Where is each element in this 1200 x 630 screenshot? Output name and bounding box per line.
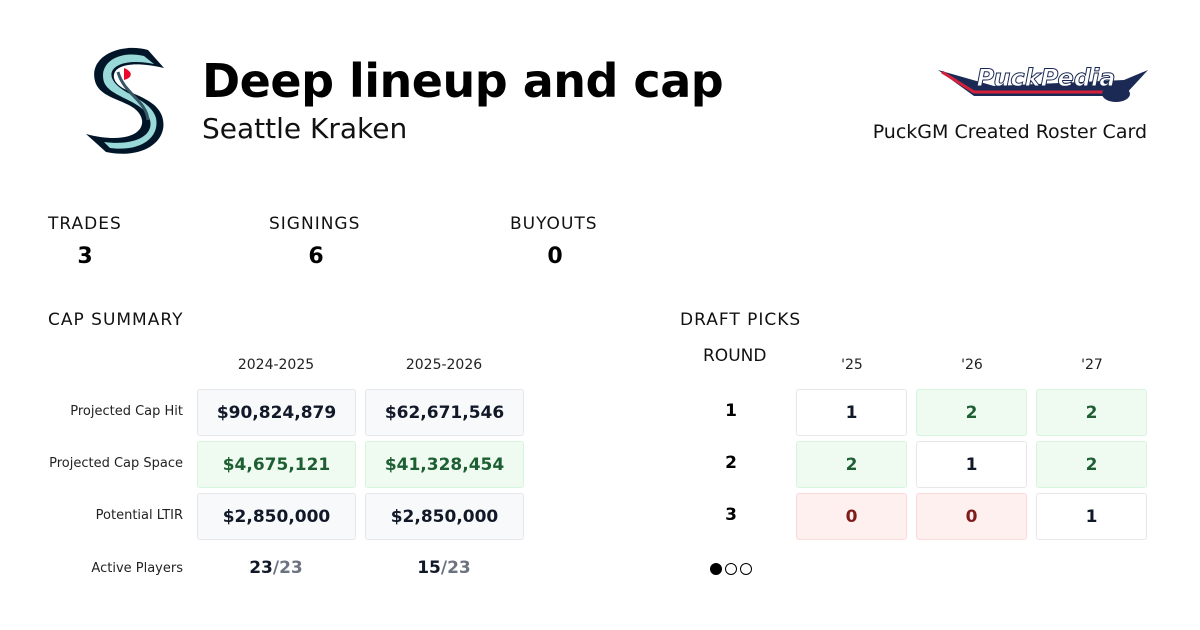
active-max: /23 xyxy=(440,558,471,578)
active-count: 15 xyxy=(417,558,441,578)
draft-pick-cell: 0 xyxy=(916,493,1027,540)
row-label: Active Players xyxy=(91,561,183,576)
credit-text: PuckGM Created Roster Card xyxy=(872,121,1147,143)
round-number: 2 xyxy=(725,453,737,473)
cap-hit-2025: $62,671,546 xyxy=(365,389,524,436)
draft-pick-cell: 2 xyxy=(1036,441,1147,488)
row-label: Potential LTIR xyxy=(95,508,183,523)
ltir-2024: $2,850,000 xyxy=(197,493,356,540)
row-label: Projected Cap Hit xyxy=(70,404,183,419)
draft-pick-cell: 2 xyxy=(916,389,1027,436)
page-title: Deep lineup and cap xyxy=(202,54,724,108)
draft-picks-title: DRAFT PICKS xyxy=(680,310,802,330)
stat-label: BUYOUTS xyxy=(510,214,598,234)
draft-pick-cell: 1 xyxy=(916,441,1027,488)
stat-label: TRADES xyxy=(48,214,122,234)
team-name: Seattle Kraken xyxy=(202,112,408,145)
cap-space-2024: $4,675,121 xyxy=(197,441,356,488)
stat-value: 3 xyxy=(77,244,93,269)
season-header: 2025-2026 xyxy=(405,357,483,373)
draft-pick-cell: 2 xyxy=(796,441,907,488)
season-header: 2024-2025 xyxy=(237,357,315,373)
draft-pick-cell: 0 xyxy=(796,493,907,540)
svg-text:PuckPedia: PuckPedia xyxy=(977,64,1116,92)
active-players-2024: 23/23 xyxy=(196,558,356,578)
year-header: '27 xyxy=(1081,357,1103,373)
draft-pick-cell: 1 xyxy=(796,389,907,436)
stat-label: SIGNINGS xyxy=(269,214,361,234)
year-header: '26 xyxy=(961,357,983,373)
pagination-dot[interactable] xyxy=(740,563,752,575)
round-number: 3 xyxy=(725,505,737,525)
stat-value: 0 xyxy=(547,244,563,269)
cap-space-2025: $41,328,454 xyxy=(365,441,524,488)
round-number: 1 xyxy=(725,401,737,421)
active-count: 23 xyxy=(249,558,273,578)
puckpedia-logo: PuckPedia xyxy=(934,56,1152,108)
round-header: ROUND xyxy=(703,346,767,366)
cap-hit-2024: $90,824,879 xyxy=(197,389,356,436)
draft-pick-cell: 1 xyxy=(1036,493,1147,540)
team-logo xyxy=(78,44,168,156)
cap-summary-title: CAP SUMMARY xyxy=(48,310,184,330)
pagination-dots xyxy=(710,563,755,575)
draft-pick-cell: 2 xyxy=(1036,389,1147,436)
year-header: '25 xyxy=(841,357,863,373)
active-players-2025: 15/23 xyxy=(364,558,524,578)
pagination-dot[interactable] xyxy=(725,563,737,575)
pagination-dot[interactable] xyxy=(710,563,722,575)
stat-value: 6 xyxy=(308,244,324,269)
ltir-2025: $2,850,000 xyxy=(365,493,524,540)
row-label: Projected Cap Space xyxy=(49,456,183,471)
active-max: /23 xyxy=(272,558,303,578)
